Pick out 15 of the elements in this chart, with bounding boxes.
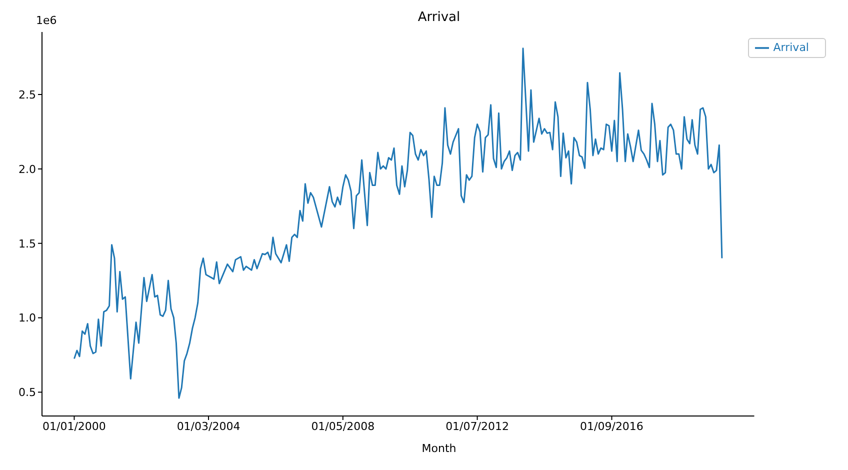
x-tick-label: 01/07/2012 [446,420,509,433]
x-axis-title: Month [420,442,458,455]
y-tick-label: 2.0 [18,162,36,176]
y-tick-label: 1.0 [18,312,36,325]
x-tick-label: 01/05/2008 [311,420,375,433]
axis-offset-label: 1e6 [36,14,57,27]
chart-title: Arrival [418,10,460,25]
y-tick-label: 1.5 [18,237,36,250]
legend-label: Arrival [773,41,809,54]
x-tick-label: 01/01/2000 [42,420,106,433]
x-tick-label: 01/03/2004 [176,420,240,433]
x-tick-label: 01/09/2016 [580,420,644,433]
line-series [73,48,723,399]
y-tick-label: 2.5 [18,88,36,102]
y-tick-label: 0.5 [18,386,36,400]
